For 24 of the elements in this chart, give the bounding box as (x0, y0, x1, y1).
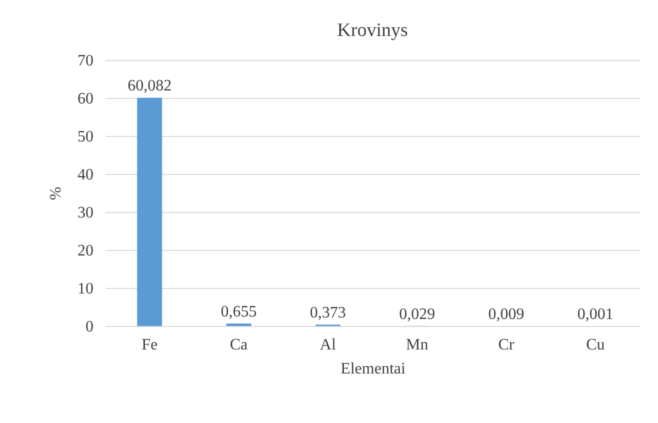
x-axis-title: Elementai (340, 360, 406, 378)
data-label: 0,029 (399, 306, 436, 323)
data-label: 60,082 (128, 78, 172, 95)
x-tick-label: Cr (498, 336, 515, 354)
y-axis-title: % (48, 186, 64, 200)
x-tick-label: Fe (142, 336, 158, 354)
y-tick-label: 20 (78, 242, 94, 260)
data-label: 0,373 (310, 304, 346, 322)
x-tick-label: Cu (586, 336, 605, 354)
data-label: 0,001 (577, 306, 614, 323)
y-tick-label: 10 (78, 280, 94, 298)
y-tick-label: 0 (86, 318, 94, 336)
data-label: 0,009 (488, 306, 524, 323)
x-tick-label: Ca (230, 336, 248, 354)
y-tick-label: 40 (78, 166, 94, 184)
y-tick-label: 60 (78, 90, 94, 108)
x-tick-label: Al (320, 336, 336, 354)
data-label: 0,655 (220, 304, 257, 321)
chart-title: Krovinys (337, 20, 408, 41)
y-tick-label: 30 (78, 204, 94, 222)
y-tick-label: 70 (78, 52, 94, 70)
y-tick-label: 50 (78, 128, 94, 146)
x-tick-label: Mn (406, 336, 428, 354)
bar (137, 98, 162, 326)
